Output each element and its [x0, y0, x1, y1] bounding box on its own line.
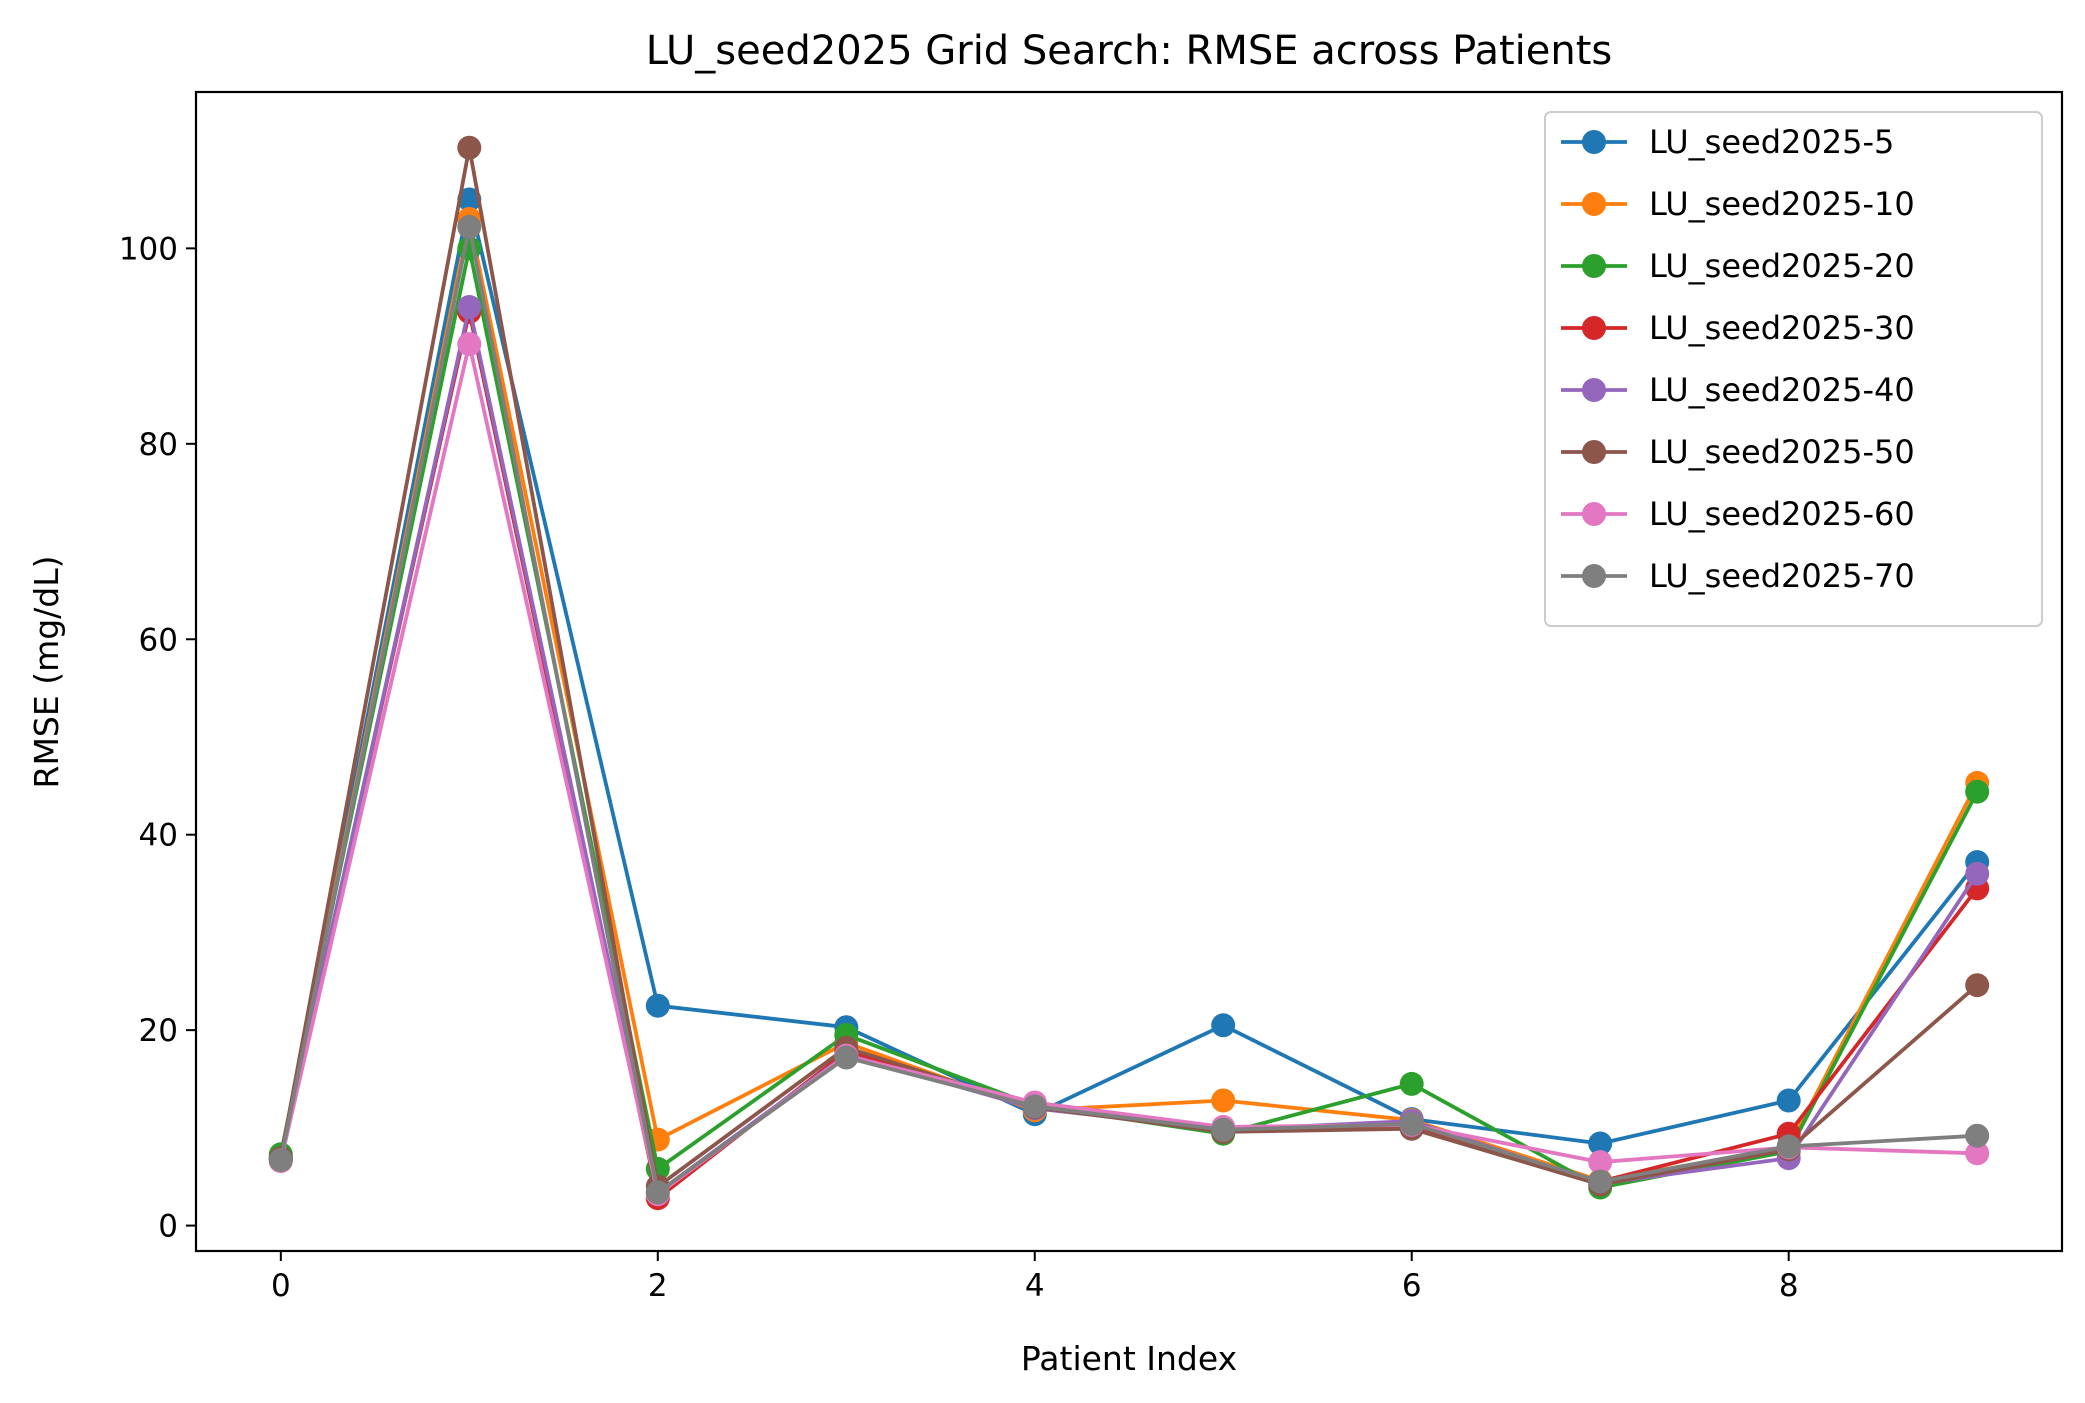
series-line-0: [278, 197, 1980, 1160]
data-point: [1211, 1013, 1236, 1038]
y-tick-label: 100: [119, 231, 178, 267]
y-axis-label: RMSE (mg/dL): [27, 556, 66, 789]
legend-label: LU_seed2025-50: [1649, 433, 1915, 471]
legend-item: LU_seed2025-60: [1561, 495, 1915, 533]
legend-marker: [1582, 440, 1606, 464]
y-tick-label: 60: [139, 622, 178, 658]
legend-marker: [1582, 378, 1606, 402]
data-point: [457, 187, 482, 212]
data-point: [1776, 1088, 1801, 1113]
plot-frame: [194, 90, 2064, 1253]
x-tick-label: 0: [271, 1268, 291, 1304]
data-point: [834, 1045, 859, 1070]
legend-item: LU_seed2025-10: [1561, 185, 1915, 223]
data-point: [457, 135, 482, 160]
data-point: [457, 214, 482, 239]
legend-marker: [1582, 316, 1606, 340]
legend-item: LU_seed2025-30: [1561, 309, 1915, 347]
y-tick-label: 20: [139, 1013, 178, 1049]
data-point: [1211, 1117, 1236, 1142]
legend-item: LU_seed2025-40: [1561, 371, 1915, 409]
legend-label: LU_seed2025-30: [1649, 309, 1915, 347]
x-tick-label: 8: [1779, 1268, 1799, 1304]
legend-item: LU_seed2025-20: [1561, 247, 1915, 285]
data-point: [1022, 1094, 1047, 1119]
legend-marker: [1582, 564, 1606, 588]
y-tick-label: 80: [139, 427, 178, 463]
legend-label: LU_seed2025-40: [1649, 371, 1915, 409]
data-point: [1211, 1088, 1236, 1113]
data-point: [1965, 973, 1990, 998]
data-point: [1588, 1169, 1613, 1194]
chart-title: LU_seed2025 Grid Search: RMSE across Pat…: [646, 28, 1613, 74]
series-7: [268, 214, 1990, 1205]
series-line-7: [278, 224, 1980, 1195]
data-point: [457, 295, 482, 319]
legend-marker: [1582, 254, 1606, 278]
data-point: [1965, 1141, 1990, 1166]
data-point: [457, 332, 482, 357]
x-tick-label: 2: [648, 1268, 668, 1304]
legend-marker: [1582, 130, 1606, 154]
legend: LU_seed2025-5 LU_seed2025-10 LU_seed2025-2…: [1544, 111, 2043, 627]
data-point: [1399, 1112, 1424, 1136]
legend-label: LU_seed2025-20: [1649, 247, 1915, 285]
legend-label: LU_seed2025-60: [1649, 495, 1915, 533]
data-point: [1776, 1134, 1801, 1159]
data-point: [1588, 1131, 1613, 1156]
legend-item: LU_seed2025-70: [1561, 557, 1915, 595]
data-point: [457, 236, 482, 261]
data-point: [1965, 1123, 1990, 1148]
legend-marker: [1582, 192, 1606, 216]
y-tick-label: 40: [139, 818, 178, 854]
y-tick-label: 0: [158, 1209, 178, 1245]
legend-label: LU_seed2025-10: [1649, 185, 1915, 223]
x-axis-label: Patient Index: [1021, 1339, 1237, 1378]
legend-item: LU_seed2025-5: [1561, 123, 1894, 161]
data-point: [645, 993, 670, 1018]
data-point: [1965, 861, 1990, 886]
legend-marker: [1582, 502, 1606, 526]
data-point: [1965, 779, 1990, 804]
legend-item: LU_seed2025-50: [1561, 433, 1915, 471]
data-point: [268, 1148, 293, 1173]
plot-area: [268, 135, 1990, 1211]
legend-label: LU_seed2025-5: [1649, 123, 1894, 161]
data-point: [1588, 1150, 1613, 1175]
series-line-6: [278, 342, 1980, 1197]
data-point: [1399, 1071, 1424, 1096]
legend-frame: [1544, 111, 2043, 627]
x-tick-label: 6: [1402, 1268, 1422, 1304]
x-tick-label: 4: [1025, 1268, 1045, 1304]
legend-label: LU_seed2025-70: [1649, 557, 1915, 595]
data-point: [645, 1180, 670, 1205]
